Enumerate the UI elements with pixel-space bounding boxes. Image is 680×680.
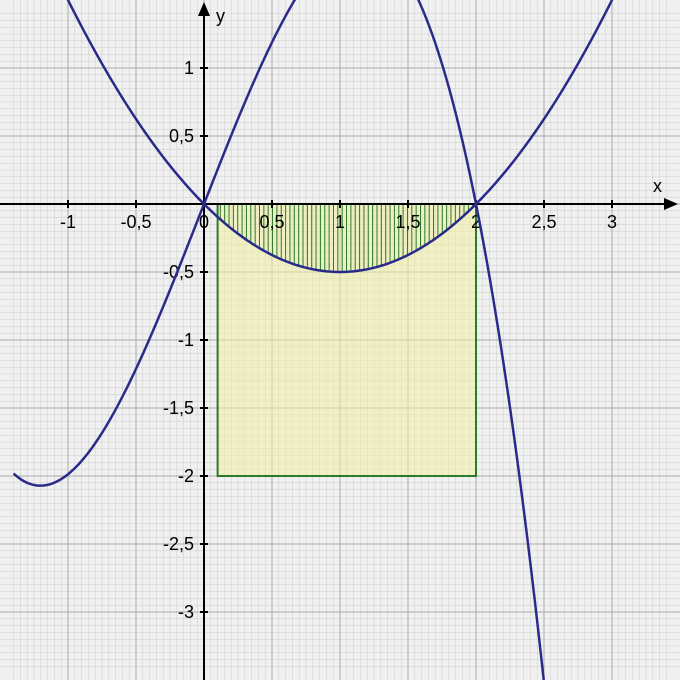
x-tick-label: 1,5 [395, 212, 420, 232]
y-tick-label: 1 [184, 58, 194, 78]
x-tick-label: -0,5 [120, 212, 151, 232]
y-tick-label: -1,5 [163, 398, 194, 418]
x-tick-label: 3 [607, 212, 617, 232]
y-tick-label: -2,5 [163, 534, 194, 554]
y-tick-label: 0,5 [169, 126, 194, 146]
y-tick-label: -1 [178, 330, 194, 350]
y-tick-label: -2 [178, 466, 194, 486]
chart-container: -1-0,500,511,522,5310,5-0,5-1-1,5-2-2,5-… [0, 0, 680, 680]
x-tick-label: 2,5 [531, 212, 556, 232]
x-axis-label: x [653, 176, 662, 196]
chart-svg: -1-0,500,511,522,5310,5-0,5-1-1,5-2-2,5-… [0, 0, 680, 680]
y-tick-label: -3 [178, 602, 194, 622]
y-axis-label: y [216, 6, 225, 26]
x-tick-label: 0,5 [259, 212, 284, 232]
x-tick-label: 1 [335, 212, 345, 232]
x-tick-label: -1 [60, 212, 76, 232]
